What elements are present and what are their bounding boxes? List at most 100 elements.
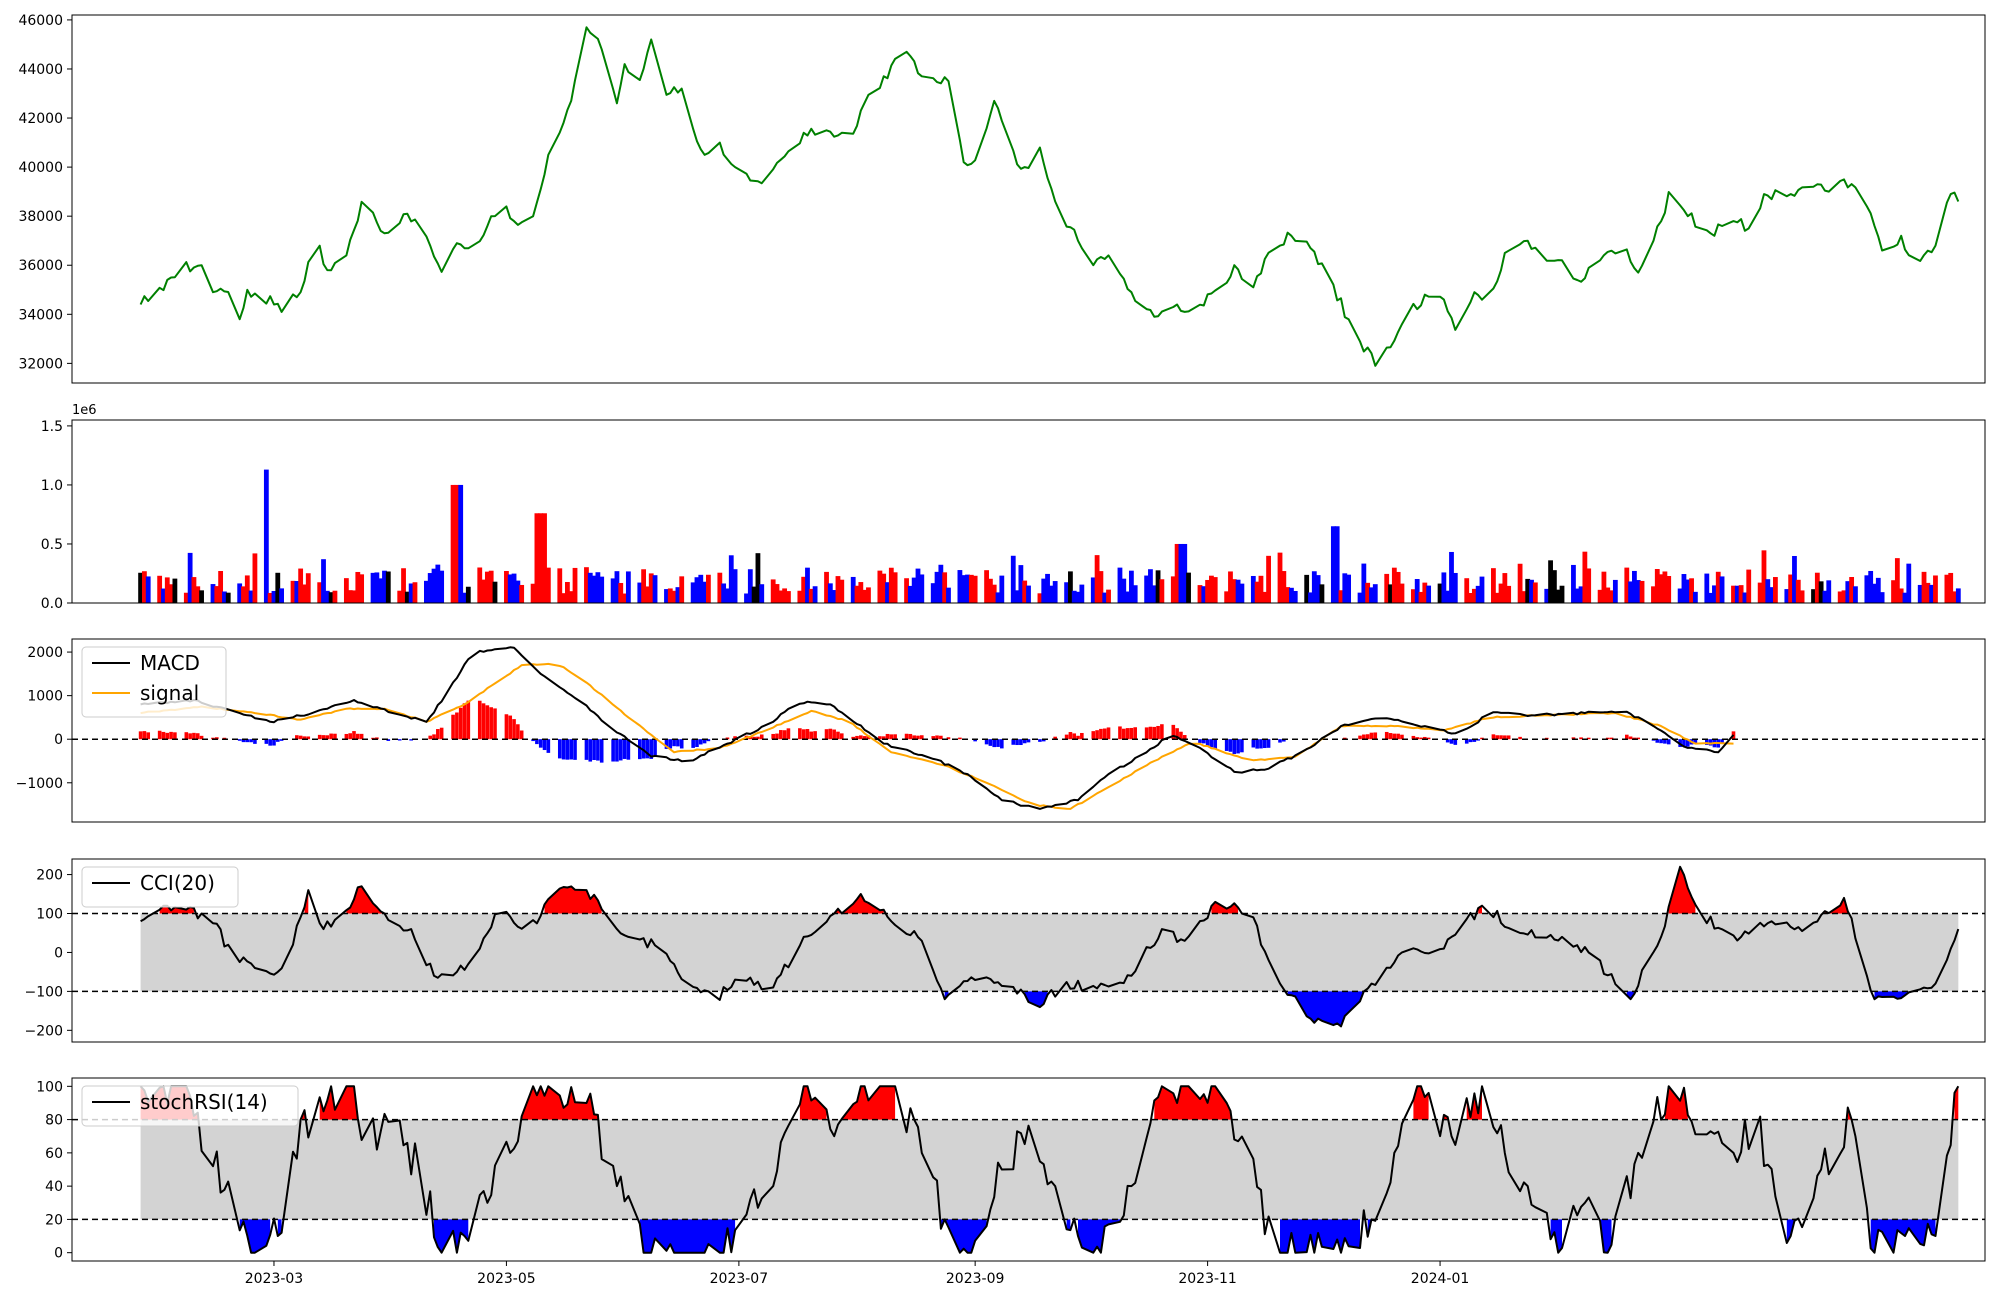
volume-bar xyxy=(1639,580,1645,603)
macd-histogram-bar xyxy=(893,734,897,740)
macd-histogram-bar xyxy=(859,735,863,740)
volume-bar xyxy=(755,553,761,603)
volume-bar xyxy=(1346,574,1352,603)
volume-bar xyxy=(1894,558,1900,603)
price-ytick-label: 34000 xyxy=(18,307,63,323)
volume-bar xyxy=(408,583,414,603)
macd-histogram-bar xyxy=(325,735,330,740)
volume-bar xyxy=(1418,591,1424,603)
macd-histogram-bar xyxy=(249,739,253,743)
volume-bar xyxy=(942,572,948,603)
macd-histogram-bar xyxy=(386,739,391,741)
volume-bar xyxy=(1586,568,1592,603)
volume-bar xyxy=(1635,580,1641,603)
volume-bar xyxy=(1022,580,1028,603)
macd-histogram-bar xyxy=(1586,737,1591,740)
volume-bar xyxy=(1738,585,1744,603)
volume-bar xyxy=(1426,585,1432,603)
volume-bar xyxy=(1681,574,1687,603)
volume-bar xyxy=(481,579,486,603)
volume-bar xyxy=(252,553,258,603)
macd-histogram-bar xyxy=(752,736,756,740)
macd-ytick-label: −1000 xyxy=(16,776,63,792)
volume-bar xyxy=(492,581,498,603)
stochrsi-ytick-label: 0 xyxy=(54,1246,63,1262)
macd-histogram-bar xyxy=(1015,739,1019,746)
volume-bar xyxy=(915,568,921,603)
macd-histogram-bar xyxy=(489,707,493,740)
macd-histogram-bar xyxy=(138,731,143,740)
volume-bar xyxy=(774,584,780,603)
volume-bar xyxy=(664,589,669,603)
volume-bar xyxy=(187,552,193,603)
volume-bar xyxy=(1052,581,1058,603)
volume-bar xyxy=(347,590,353,603)
macd-histogram-bar xyxy=(881,736,886,740)
volume-bar xyxy=(618,582,624,603)
volume-bar xyxy=(530,583,536,603)
volume-bar xyxy=(831,590,837,603)
volume-bar xyxy=(1955,588,1961,603)
macd-histogram-bar xyxy=(1491,734,1496,740)
volume-bar xyxy=(881,573,887,603)
volume-bar xyxy=(1361,563,1367,603)
volume-bar xyxy=(1708,592,1714,603)
volume-bar xyxy=(431,568,437,603)
volume-bar xyxy=(1277,552,1283,603)
macd-histogram-bar xyxy=(573,739,577,760)
cci-oversold-fill xyxy=(1874,991,1909,1000)
volume-bar xyxy=(1799,590,1805,603)
macd-histogram-bar xyxy=(356,733,360,740)
volume-bar xyxy=(1334,526,1340,603)
macd-histogram-bar xyxy=(1464,739,1469,744)
macd-histogram-bar xyxy=(317,734,322,740)
volume-bar xyxy=(808,588,814,603)
stochrsi-line xyxy=(139,1085,1960,1254)
volume-bar xyxy=(1845,581,1851,603)
macd-histogram-bar xyxy=(996,739,1000,747)
cci-oversold-fill xyxy=(1024,991,1048,1008)
macd-histogram-bar xyxy=(839,733,844,740)
volume-bar xyxy=(652,575,658,603)
macd-histogram-bar xyxy=(211,737,215,740)
macd-histogram-bar xyxy=(584,739,589,760)
volume-bar xyxy=(934,571,940,603)
macd-histogram-bar xyxy=(759,734,764,740)
macd-histogram-bar xyxy=(1495,735,1500,740)
macd-histogram-bar xyxy=(984,739,989,745)
volume-bar xyxy=(1308,592,1313,603)
price-ytick-label: 36000 xyxy=(18,258,63,274)
volume-bar xyxy=(1391,567,1397,603)
stochrsi-oversold-fill xyxy=(1280,1219,1360,1253)
volume-ytick-label: 1.5 xyxy=(41,419,63,435)
volume-bar xyxy=(279,588,284,603)
macd-histogram-bar xyxy=(359,733,364,740)
volume-bar xyxy=(1795,579,1801,603)
volume-bar xyxy=(1784,589,1790,603)
volume-bar xyxy=(667,588,673,603)
macd-histogram-bar xyxy=(809,731,814,740)
cci-panel: −200 −100 0 100 200 CCI(20) xyxy=(25,858,1986,1043)
macd-histogram-bar xyxy=(1476,739,1480,741)
macd-histogram-bar xyxy=(1666,739,1671,745)
macd-histogram-bar xyxy=(1064,734,1069,740)
volume-bar xyxy=(1757,582,1763,603)
macd-histogram-bar xyxy=(771,733,775,740)
volume-bar xyxy=(862,589,868,603)
macd-histogram-bar xyxy=(504,714,509,740)
volume-bar xyxy=(812,586,818,603)
macd-histogram-bar xyxy=(302,736,307,740)
volume-bar xyxy=(1597,589,1603,603)
volume-bar xyxy=(782,588,788,603)
macd-histogram-bar xyxy=(1392,733,1397,740)
volume-bar xyxy=(450,484,456,603)
volume-bar xyxy=(671,590,677,603)
macd-histogram-bar xyxy=(519,730,524,740)
volume-bar xyxy=(1628,581,1633,603)
volume-bar xyxy=(214,586,220,603)
volume-bar xyxy=(595,572,601,603)
macd-histogram-bar xyxy=(588,739,593,762)
macd-histogram-bar xyxy=(958,737,962,740)
macd-histogram-bar xyxy=(1373,732,1378,740)
volume-bar xyxy=(995,592,1001,603)
